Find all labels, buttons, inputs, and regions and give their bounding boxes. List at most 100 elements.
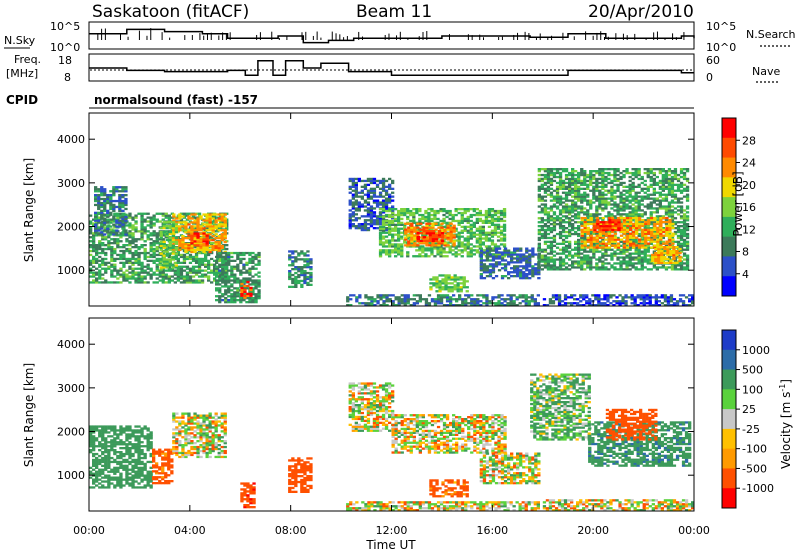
heatmap-cell [586,201,590,204]
heatmap-cell [254,253,258,257]
heatmap-cell [564,215,569,218]
heatmap-cell [137,255,141,259]
heatmap-cell [182,279,187,282]
heatmap-cell [425,236,429,239]
heatmap-cell [152,230,156,233]
heatmap-cell [490,241,495,244]
heatmap-cell [224,299,228,302]
heatmap-cell [191,269,196,272]
heatmap-cell [155,247,159,251]
heatmap-cell [460,231,464,234]
heatmap-cell [452,234,456,237]
heatmap-cell [502,239,507,242]
heatmap-cell [449,236,453,239]
heatmap-cell [245,269,249,272]
heatmap-cell [191,271,196,274]
heatmap-cell [214,242,218,246]
heatmap-cell [161,232,165,235]
heatmap-cell [502,229,507,232]
heatmap-cell [536,302,540,305]
heatmap-cell [242,263,246,266]
heatmap-cell [354,203,358,206]
heatmap-cell [196,234,200,237]
heatmap-cell [537,277,541,280]
heatmap-cell [619,215,623,218]
heatmap-cell [527,300,531,303]
heatmap-cell [598,195,602,198]
heatmap-cell [613,177,617,181]
heatmap-cell [159,240,163,243]
nsky-left-tick-bottom: 10^0 [50,41,80,54]
heatmap-cell [363,209,368,212]
heatmap-cell [580,248,584,251]
heatmap-cell [182,277,187,280]
heatmap-cell [208,215,212,218]
heatmap-cell [397,296,401,299]
heatmap-cell [580,242,584,245]
heatmap-cell [239,251,243,255]
heatmap-cell [598,207,602,210]
heatmap-cell [400,223,404,226]
heatmap-cell [493,227,498,230]
heatmap-cell [254,257,258,261]
heatmap-cell [179,253,184,257]
heatmap-cell [528,261,532,264]
heatmap-cell [502,225,507,228]
heatmap-cell [485,251,490,254]
heatmap-cell [110,269,114,272]
heatmap-cell [224,279,228,282]
heatmap-cell [115,205,119,209]
heatmap-cell [546,215,551,218]
heatmap-cell [131,232,135,235]
heatmap-cell [165,266,169,269]
heatmap-cell [643,187,647,190]
heatmap-cell [456,288,460,291]
heatmap-cell [196,240,200,243]
heatmap-cell [482,271,487,274]
heatmap-cell [171,252,175,255]
heatmap-cell [583,171,587,175]
heatmap-cell [540,199,544,202]
heatmap-cell [583,262,587,265]
heatmap-cell [225,253,229,257]
heatmap-cell [174,248,178,251]
heatmap-cell [215,271,219,274]
heatmap-cell [348,225,352,228]
heatmap-cell [568,179,572,183]
heatmap-cell [649,171,653,175]
heatmap-cell [155,232,159,235]
heatmap-cell [143,281,147,284]
heatmap-cell [107,265,111,268]
heatmap-cell [224,271,228,274]
heatmap-cell [425,222,429,225]
heatmap-cell [493,231,498,234]
heatmap-cell [404,222,408,225]
heatmap-cell [188,267,193,270]
heatmap-cell [306,258,310,261]
heatmap-cell [178,225,182,228]
heatmap-cell [571,195,575,198]
heatmap-cell [598,173,602,177]
heatmap-cell [227,295,231,298]
heatmap-cell [230,295,234,298]
heatmap-cell [404,244,408,247]
heatmap-cell [103,192,107,195]
heatmap-cell [592,248,596,251]
heatmap-cell [167,214,171,217]
heatmap-cell [543,260,548,263]
heatmap-cell [543,211,548,214]
heatmap-cell [543,225,548,228]
heatmap-cell [577,232,581,236]
heatmap-cell [622,248,626,251]
heatmap-cell [534,273,538,276]
heatmap-cell [397,211,401,215]
heatmap-cell [397,233,401,236]
heatmap-cell [187,244,191,247]
heatmap-cell [503,304,507,307]
heatmap-cell [397,304,401,307]
heatmap-cell [366,223,371,226]
heatmap-cell [372,219,377,222]
heatmap-cell [107,281,111,284]
heatmap-cell [384,253,389,256]
heatmap-cell [640,264,644,267]
